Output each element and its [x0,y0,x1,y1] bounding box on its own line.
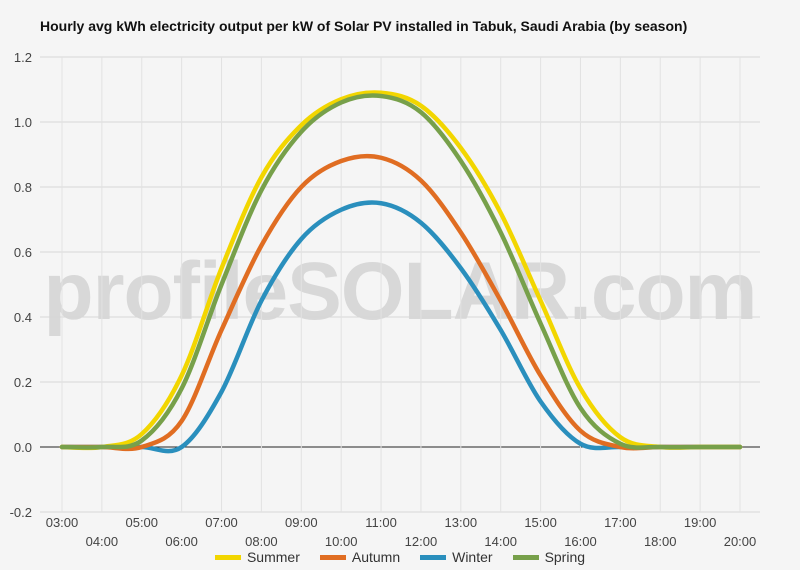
legend-swatch [319,554,346,560]
x-tick-label: 03:00 [46,515,79,530]
legend-item-autumn: Autumn [319,549,401,565]
x-tick-label: 20:00 [724,534,757,549]
legend-swatch [512,554,539,560]
y-axis: -0.2 0.0 0.2 0.4 0.6 0.8 1.0 1.2 [10,50,32,520]
legend-label: Spring [544,549,586,565]
x-tick-label: 09:00 [285,515,318,530]
legend-label: Summer [246,549,300,565]
x-axis: 03:00 04:00 05:00 06:00 07:00 08:00 09:00 10:00… [46,515,757,549]
series-lines [59,90,743,454]
x-tick-label: 18:00 [644,534,677,549]
x-tick-label: 12:00 [405,534,438,549]
y-tick-label: 1.2 [14,50,32,65]
x-tick-label: 04:00 [86,534,119,549]
x-tick-label: 16:00 [564,534,597,549]
y-tick-label: 0.8 [14,180,32,195]
series-line-autumn [59,153,743,452]
y-tick-label: 1.0 [14,115,32,130]
series-line-winter [59,200,743,454]
legend: Summer Autumn Winter Spring [0,549,800,565]
x-tick-label: 07:00 [205,515,238,530]
x-tick-label: 10:00 [325,534,358,549]
legend-item-winter: Winter [420,549,493,565]
x-tick-label: 14:00 [484,534,517,549]
x-tick-label: 15:00 [524,515,557,530]
series-line-summer [59,90,743,451]
legend-swatch [420,554,447,560]
x-tick-label: 11:00 [365,515,397,530]
legend-item-spring: Spring [512,549,586,565]
x-tick-label: 06:00 [165,534,198,549]
legend-swatch [214,554,241,560]
x-tick-label: 19:00 [684,515,717,530]
legend-item-summer: Summer [214,549,300,565]
y-tick-label: 0.6 [14,245,32,260]
series-line-spring [59,93,743,450]
y-tick-label: 0.4 [14,310,32,325]
x-tick-label: 17:00 [604,515,637,530]
chart-title: Hourly avg kWh electricity output per kW… [40,18,688,34]
grid [40,56,760,513]
watermark: profileSOLAR.com [43,246,758,337]
x-tick-label: 08:00 [245,534,278,549]
x-tick-label: 05:00 [125,515,158,530]
y-tick-label: -0.2 [10,505,32,520]
y-tick-label: 0.2 [14,375,32,390]
legend-label: Winter [452,549,493,565]
y-tick-label: 0.0 [14,440,32,455]
legend-label: Autumn [351,549,401,565]
x-tick-label: 13:00 [445,515,478,530]
